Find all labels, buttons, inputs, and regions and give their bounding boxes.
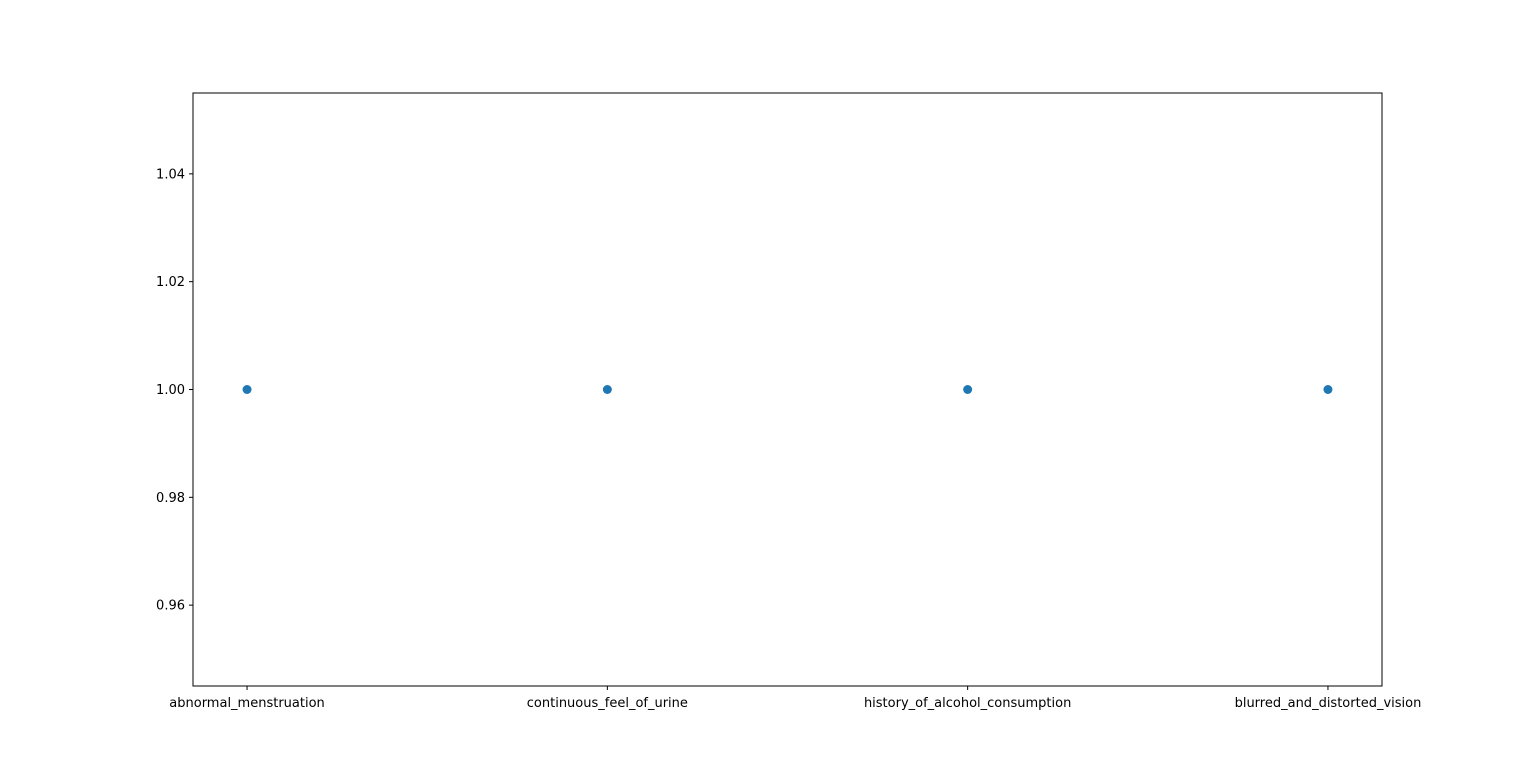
y-axis: 0.96 0.98 1.00 1.02 1.04 bbox=[156, 167, 193, 614]
y-tick-label: 0.98 bbox=[156, 491, 185, 506]
y-tick-label: 1.02 bbox=[156, 275, 185, 290]
x-axis: abnormal_menstruation continuous_feel_of_… bbox=[169, 686, 1421, 711]
y-tick-label: 0.96 bbox=[156, 599, 185, 614]
y-tick-label: 1.04 bbox=[156, 167, 185, 182]
data-point bbox=[1323, 385, 1333, 394]
data-point bbox=[602, 385, 612, 394]
data-point bbox=[242, 385, 252, 394]
plot-area bbox=[192, 92, 1383, 687]
data-point bbox=[963, 385, 973, 394]
y-tick-label: 1.00 bbox=[156, 383, 185, 398]
x-tick-label: abnormal_menstruation bbox=[169, 696, 325, 711]
data-points bbox=[242, 385, 1333, 394]
x-tick-label: history_of_alcohol_consumption bbox=[864, 696, 1071, 711]
x-tick-label: continuous_feel_of_urine bbox=[527, 696, 688, 711]
x-tick-label: blurred_and_distorted_vision bbox=[1235, 696, 1422, 711]
